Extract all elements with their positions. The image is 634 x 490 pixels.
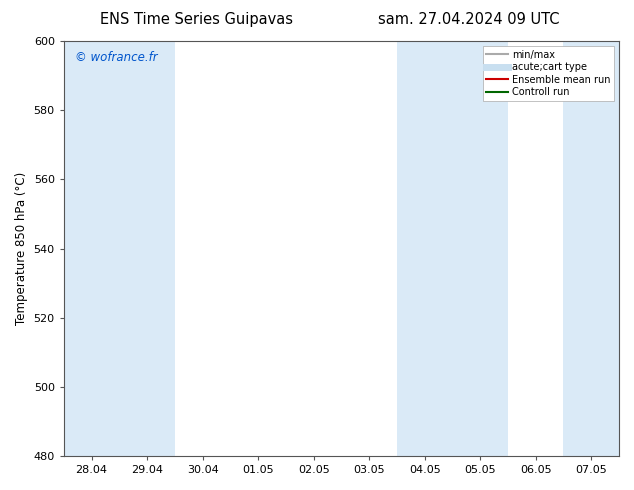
Legend: min/max, acute;cart type, Ensemble mean run, Controll run: min/max, acute;cart type, Ensemble mean … [482,46,614,101]
Bar [397,41,508,456]
Bar [64,41,175,456]
Text: © wofrance.fr: © wofrance.fr [75,51,158,64]
Y-axis label: Temperature 850 hPa (°C): Temperature 850 hPa (°C) [15,172,28,325]
Text: sam. 27.04.2024 09 UTC: sam. 27.04.2024 09 UTC [378,12,560,27]
Text: ENS Time Series Guipavas: ENS Time Series Guipavas [100,12,293,27]
Bar [564,41,619,456]
